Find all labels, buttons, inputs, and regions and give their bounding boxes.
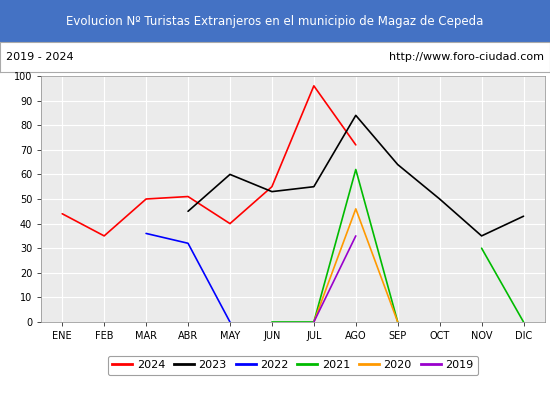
Text: 2019 - 2024: 2019 - 2024 [6,52,73,62]
Text: Evolucion Nº Turistas Extranjeros en el municipio de Magaz de Cepeda: Evolucion Nº Turistas Extranjeros en el … [67,14,483,28]
Text: http://www.foro-ciudad.com: http://www.foro-ciudad.com [389,52,544,62]
Legend: 2024, 2023, 2022, 2021, 2020, 2019: 2024, 2023, 2022, 2021, 2020, 2019 [108,356,478,375]
